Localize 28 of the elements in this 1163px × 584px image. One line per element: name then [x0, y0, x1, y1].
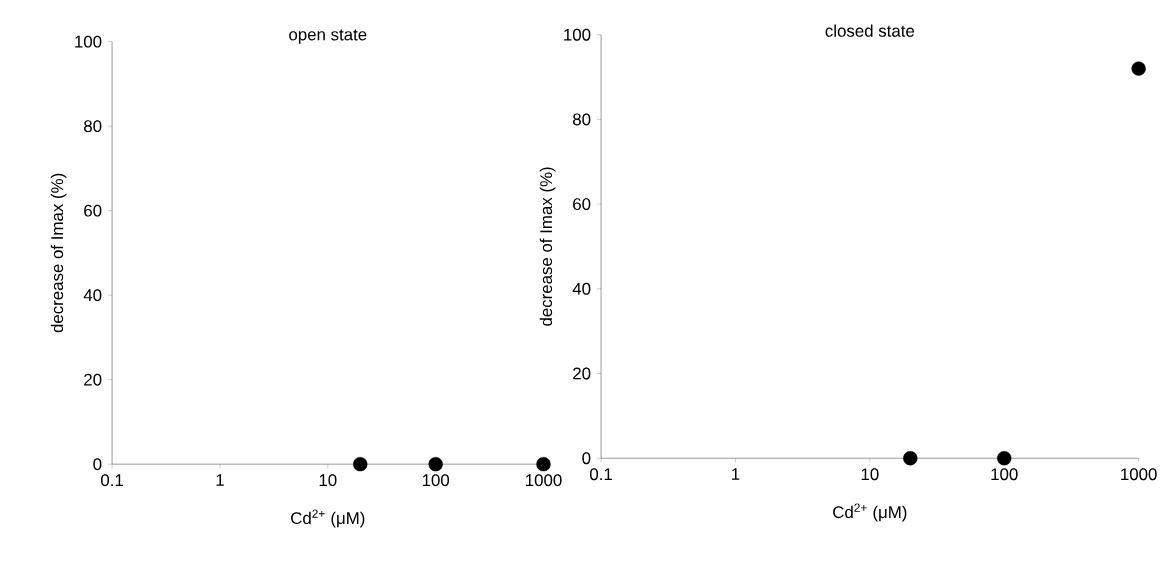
y-tick-label: 40: [83, 289, 102, 302]
x-tick-label: 1: [732, 468, 740, 480]
x-tick-label: 1000: [1121, 468, 1157, 481]
y-tick-label: 100: [75, 35, 102, 48]
y-tick-label: 20: [573, 367, 591, 380]
y-axis-title: decrease of Imax (%): [539, 167, 556, 326]
x-tick-label: 10: [319, 474, 337, 487]
chart-title: open state: [289, 29, 367, 44]
x-tick-label: 100: [991, 468, 1018, 481]
y-tick-label: 20: [84, 373, 102, 386]
x-axis-title: Cd$^{2+}$ (μM): [291, 509, 365, 528]
y-tick-label: 80: [84, 120, 102, 133]
y-tick-label: 60: [573, 198, 591, 210]
x-tick-label: 10: [861, 468, 879, 481]
x-tick-label: 0.1: [101, 474, 123, 487]
x-tick-label: 100: [422, 474, 450, 487]
chart-title: closed state: [825, 24, 915, 37]
y-tick-label: 0: [93, 458, 102, 471]
x-tick-label: 1: [216, 474, 224, 486]
y-tick-label: 100: [564, 28, 591, 41]
x-tick-label: 1000: [526, 474, 562, 487]
x-tick-label: 0.1: [590, 468, 612, 481]
x-axis-title: Cd$^{2+}$ (μM): [833, 503, 907, 522]
y-tick-label: 80: [573, 113, 591, 126]
y-tick-label: 40: [572, 282, 591, 295]
y-axis-title: decrease of Imax (%): [50, 173, 67, 333]
y-tick-label: 60: [84, 204, 102, 217]
y-tick-label: 0: [582, 452, 591, 465]
